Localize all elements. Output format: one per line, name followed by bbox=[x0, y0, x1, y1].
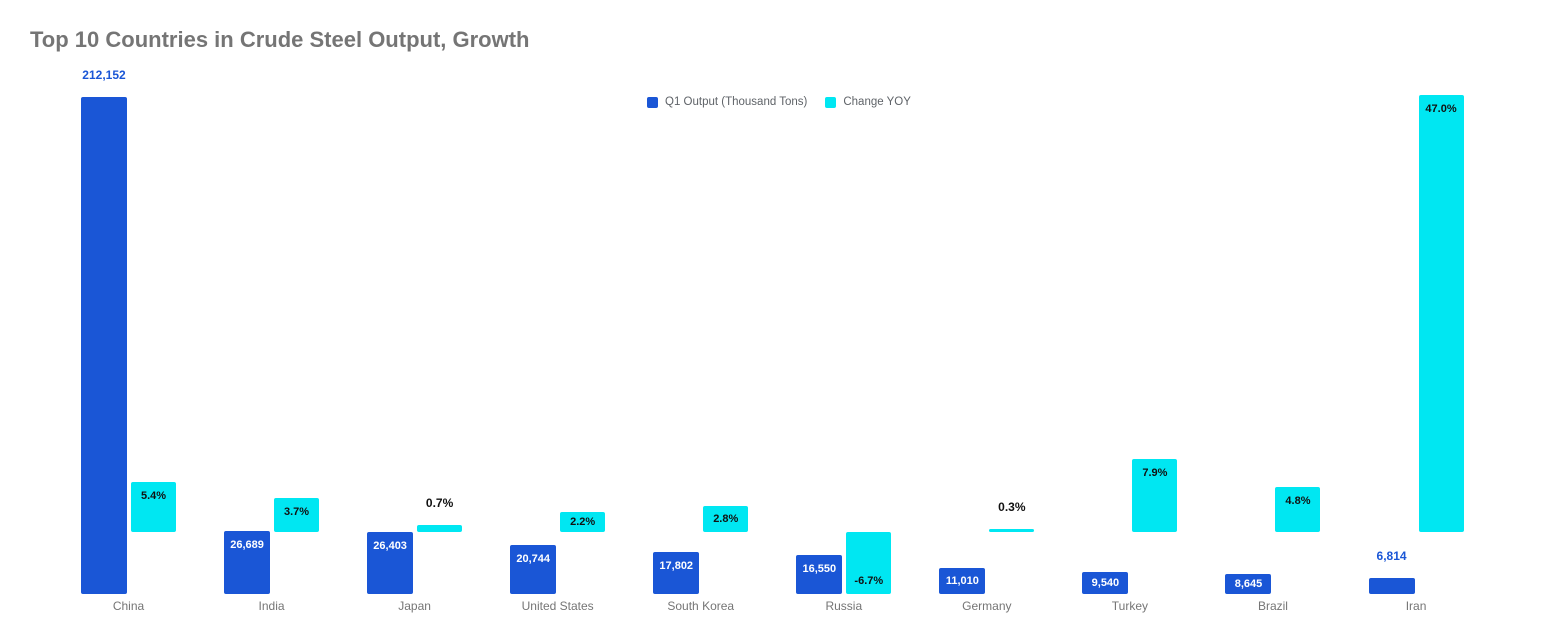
x-axis-label-japan: Japan bbox=[398, 599, 431, 613]
q1-output-bar-united-states[interactable] bbox=[510, 545, 557, 594]
change-yoy-bar-japan[interactable] bbox=[417, 525, 463, 532]
change-yoy-bar-iran[interactable] bbox=[1418, 95, 1464, 532]
change-yoy-bar-india[interactable] bbox=[274, 498, 320, 532]
q1-output-bar-russia[interactable] bbox=[796, 555, 843, 594]
chart-title: Top 10 Countries in Crude Steel Output, … bbox=[30, 27, 530, 52]
x-axis-label-russia: Russia bbox=[825, 599, 863, 613]
q1-output-bar-brazil[interactable] bbox=[1225, 574, 1272, 594]
x-axis-label-united-states: United States bbox=[521, 599, 594, 613]
change-yoy-value-label-germany: 0.3% bbox=[998, 500, 1026, 514]
change-yoy-value-label-iran: 47.0% bbox=[1425, 103, 1457, 115]
change-yoy-bar-germany[interactable] bbox=[989, 529, 1035, 532]
x-axis-label-south-korea: South Korea bbox=[667, 599, 735, 613]
legend-label: Change YOY bbox=[843, 96, 911, 108]
change-yoy-bar-russia[interactable] bbox=[846, 532, 892, 594]
q1-output-bar-germany[interactable] bbox=[939, 568, 986, 594]
change-yoy-bar-brazil[interactable] bbox=[1275, 487, 1321, 532]
x-axis-label-brazil: Brazil bbox=[1257, 599, 1288, 613]
q1-output-bar-china[interactable] bbox=[81, 97, 127, 594]
x-axis-label-iran: Iran bbox=[1405, 599, 1427, 613]
q1-output-value-label-turkey: 9,540 bbox=[1091, 577, 1120, 589]
x-axis-label-turkey: Turkey bbox=[1111, 599, 1149, 613]
q1-output-value-label-china: 212,152 bbox=[82, 68, 126, 82]
legend-label: Q1 Output (Thousand Tons) bbox=[665, 96, 808, 108]
change-yoy-value-label-united-states: 2.2% bbox=[570, 516, 596, 528]
q1-output-bar-turkey[interactable] bbox=[1082, 572, 1129, 594]
x-axis-label-germany: Germany bbox=[962, 599, 1012, 613]
change-yoy-bar-south-korea[interactable] bbox=[703, 506, 749, 532]
x-axis-label-china: China bbox=[112, 599, 145, 613]
q1-output-bar-india[interactable] bbox=[224, 531, 271, 594]
q1-output-value-label-iran: 6,814 bbox=[1376, 549, 1407, 563]
q1-output-value-label-south-korea: 17,802 bbox=[659, 560, 694, 572]
change-yoy-value-label-china: 5.4% bbox=[140, 490, 167, 502]
q1-output-value-label-japan: 26,403 bbox=[373, 540, 407, 552]
legend: Q1 Output (Thousand Tons) Change YOY bbox=[647, 96, 911, 108]
change-yoy-value-label-brazil: 4.8% bbox=[1285, 495, 1311, 507]
change-yoy-bar-china[interactable] bbox=[131, 482, 176, 532]
legend-swatch-change-yoy bbox=[825, 96, 837, 108]
change-yoy-value-label-japan: 0.7% bbox=[425, 496, 454, 510]
q1-output-bar-japan[interactable] bbox=[367, 532, 414, 594]
x-axis-label-india: India bbox=[258, 599, 285, 613]
q1-output-value-label-india: 26,689 bbox=[230, 539, 264, 551]
q1-output-bar-south-korea[interactable] bbox=[653, 552, 700, 594]
change-yoy-value-label-turkey: 7.9% bbox=[1142, 467, 1168, 479]
q1-output-value-label-brazil: 8,645 bbox=[1234, 578, 1263, 590]
change-yoy-bar-turkey[interactable] bbox=[1132, 459, 1178, 532]
change-yoy-bar-united-states[interactable] bbox=[560, 512, 606, 532]
q1-output-value-label-russia: 16,550 bbox=[802, 563, 837, 575]
change-yoy-value-label-russia: -6.7% bbox=[854, 575, 884, 587]
change-yoy-value-label-south-korea: 2.8% bbox=[713, 513, 739, 525]
q1-output-value-label-germany: 11,010 bbox=[945, 575, 979, 587]
q1-output-bar-iran[interactable] bbox=[1368, 578, 1415, 594]
legend-item-q1-output-thousand-tons-: Q1 Output (Thousand Tons) bbox=[647, 96, 807, 108]
legend-item-change-yoy: Change YOY bbox=[825, 96, 911, 108]
q1-output-value-label-united-states: 20,744 bbox=[516, 553, 550, 565]
legend-swatch-q1-output-thousand-tons- bbox=[647, 96, 658, 108]
change-yoy-value-label-india: 3.7% bbox=[284, 506, 310, 518]
